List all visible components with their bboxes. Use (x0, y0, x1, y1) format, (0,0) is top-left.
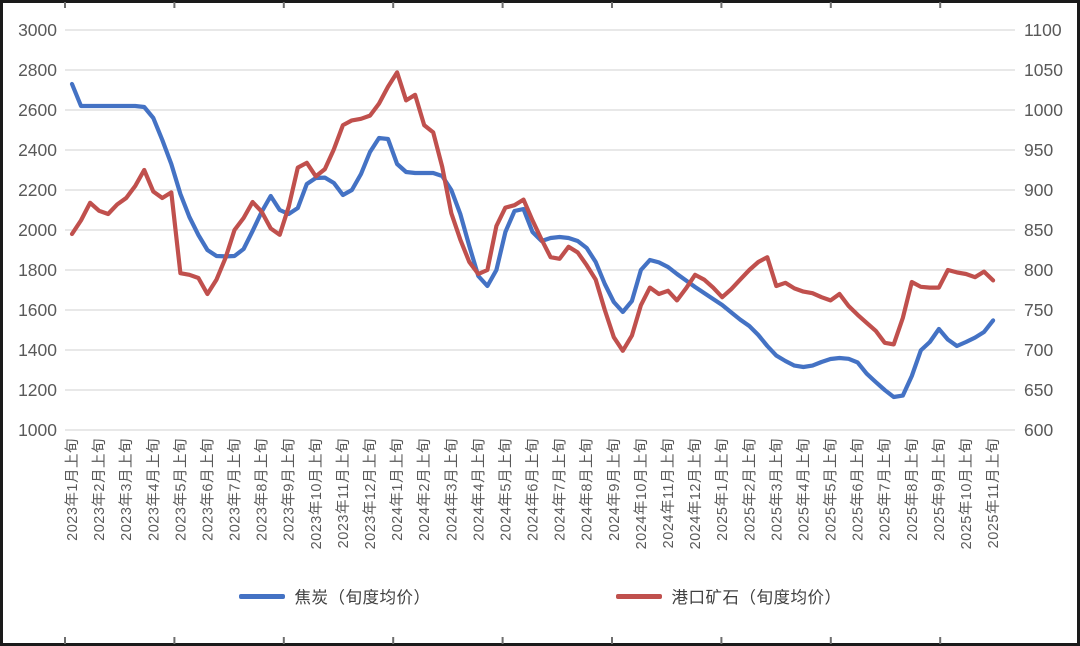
y-axis-right-tick-label: 750 (1024, 300, 1053, 320)
y-axis-right-tick-label: 650 (1024, 380, 1053, 400)
y-axis-right-tick-label: 800 (1024, 260, 1053, 280)
y-axis-left-tick-label: 3000 (18, 20, 57, 40)
frame-tick-marks (64, 2, 942, 644)
x-axis-tick-label: 2023年2月上旬 (91, 438, 108, 541)
x-axis-tick-label: 2023年12月上旬 (362, 438, 379, 549)
x-axis-tick-label: 2025年11月上旬 (985, 438, 1002, 548)
x-axis-tick-label: 2024年11月上旬 (660, 438, 677, 548)
y-axis-left-tick-label: 1800 (18, 260, 57, 280)
legend-item-coke: 焦炭（旬度均价） (238, 584, 431, 608)
x-axis-tick-label: 2023年9月上旬 (281, 438, 298, 541)
x-axis-tick-label: 2025年8月上旬 (904, 438, 921, 541)
y-axis-left-tick-label: 1400 (18, 340, 57, 360)
x-axis-tick-label: 2023年10月上旬 (308, 438, 325, 549)
y-axis-left-tick-label: 2400 (18, 140, 57, 160)
x-axis-tick-label: 2024年12月上旬 (687, 438, 704, 549)
x-axis-tick-label: 2024年7月上旬 (552, 438, 569, 541)
x-axis-tick-label: 2024年5月上旬 (497, 438, 514, 541)
legend-item-port-ore: 港口矿石（旬度均价） (615, 584, 842, 608)
x-axis-tick-label: 2023年5月上旬 (172, 438, 189, 541)
x-axis-tick-label: 2023年4月上旬 (145, 438, 162, 541)
gridlines (65, 29, 1015, 431)
x-axis-tick-label: 2024年10月上旬 (633, 438, 650, 549)
y-axis-left-tick-label: 2000 (18, 220, 57, 240)
y-axis-right-tick-label: 700 (1024, 340, 1053, 360)
x-axis-tick-label: 2025年2月上旬 (741, 438, 758, 541)
y-axis-right-tick-label: 900 (1024, 180, 1053, 200)
y-axis-left-tick-label: 1200 (18, 380, 57, 400)
x-axis-tick-label: 2024年6月上旬 (525, 438, 542, 541)
x-axis-tick-label: 2024年9月上旬 (606, 438, 623, 541)
x-axis-tick-label: 2025年6月上旬 (850, 438, 867, 541)
x-axis-tick-label: 2023年1月上旬 (64, 438, 81, 541)
y-axis-right-tick-label: 1000 (1024, 100, 1063, 120)
x-axis-tick-label: 2023年8月上旬 (254, 438, 271, 541)
y-axis-right-tick-label: 1100 (1024, 20, 1062, 40)
x-axis-tick-label: 2023年11月上旬 (335, 438, 352, 548)
x-axis-tick-label: 2025年9月上旬 (931, 438, 948, 541)
y-axis-right-tick-label: 600 (1024, 420, 1053, 440)
y-axis-left-tick-label: 1000 (18, 420, 57, 440)
x-axis-tick-label: 2025年10月上旬 (958, 438, 975, 549)
x-axis-tick-label: 2025年5月上旬 (823, 438, 840, 541)
y-axis-left-tick-label: 1600 (18, 300, 57, 320)
x-axis-tick-label: 2024年8月上旬 (579, 438, 596, 541)
x-axis-tick-label: 2025年3月上旬 (768, 438, 785, 541)
x-axis-tick-label: 2024年3月上旬 (443, 438, 460, 541)
y-axis-right-tick-label: 950 (1024, 140, 1053, 160)
x-axis-tick-label: 2025年7月上旬 (877, 438, 894, 541)
legend-line-port-ore-swatch (615, 593, 662, 599)
series-line-port-ore (69, 70, 996, 353)
y-axis-left-tick-label: 2600 (18, 100, 57, 120)
legend-label-port-ore: 港口矿石（旬度均价） (671, 589, 842, 607)
legend-label-coke: 焦炭（旬度均价） (294, 589, 431, 607)
x-axis-tick-label: 2024年4月上旬 (470, 438, 487, 541)
chart-legend: 焦炭（旬度均价） 港口矿石（旬度均价） (0, 584, 1080, 608)
x-axis-tick-label: 2023年3月上旬 (118, 438, 135, 541)
y-axis-right-tick-label: 850 (1024, 220, 1053, 240)
y-axis-left-tick-label: 2800 (18, 60, 57, 80)
legend-line-coke-swatch (238, 593, 285, 599)
x-axis-tick-label: 2023年7月上旬 (227, 438, 244, 541)
x-axis-tick-label: 2025年4月上旬 (795, 438, 812, 541)
x-axis-tick-label: 2025年1月上旬 (714, 438, 731, 541)
x-axis-tick-label: 2024年2月上旬 (416, 438, 433, 541)
x-axis-tick-label: 2023年6月上旬 (199, 438, 216, 541)
y-axis-left-tick-label: 2200 (18, 180, 57, 200)
x-axis-tick-label: 2024年1月上旬 (389, 438, 406, 541)
y-axis-right-tick-label: 1050 (1024, 60, 1063, 80)
